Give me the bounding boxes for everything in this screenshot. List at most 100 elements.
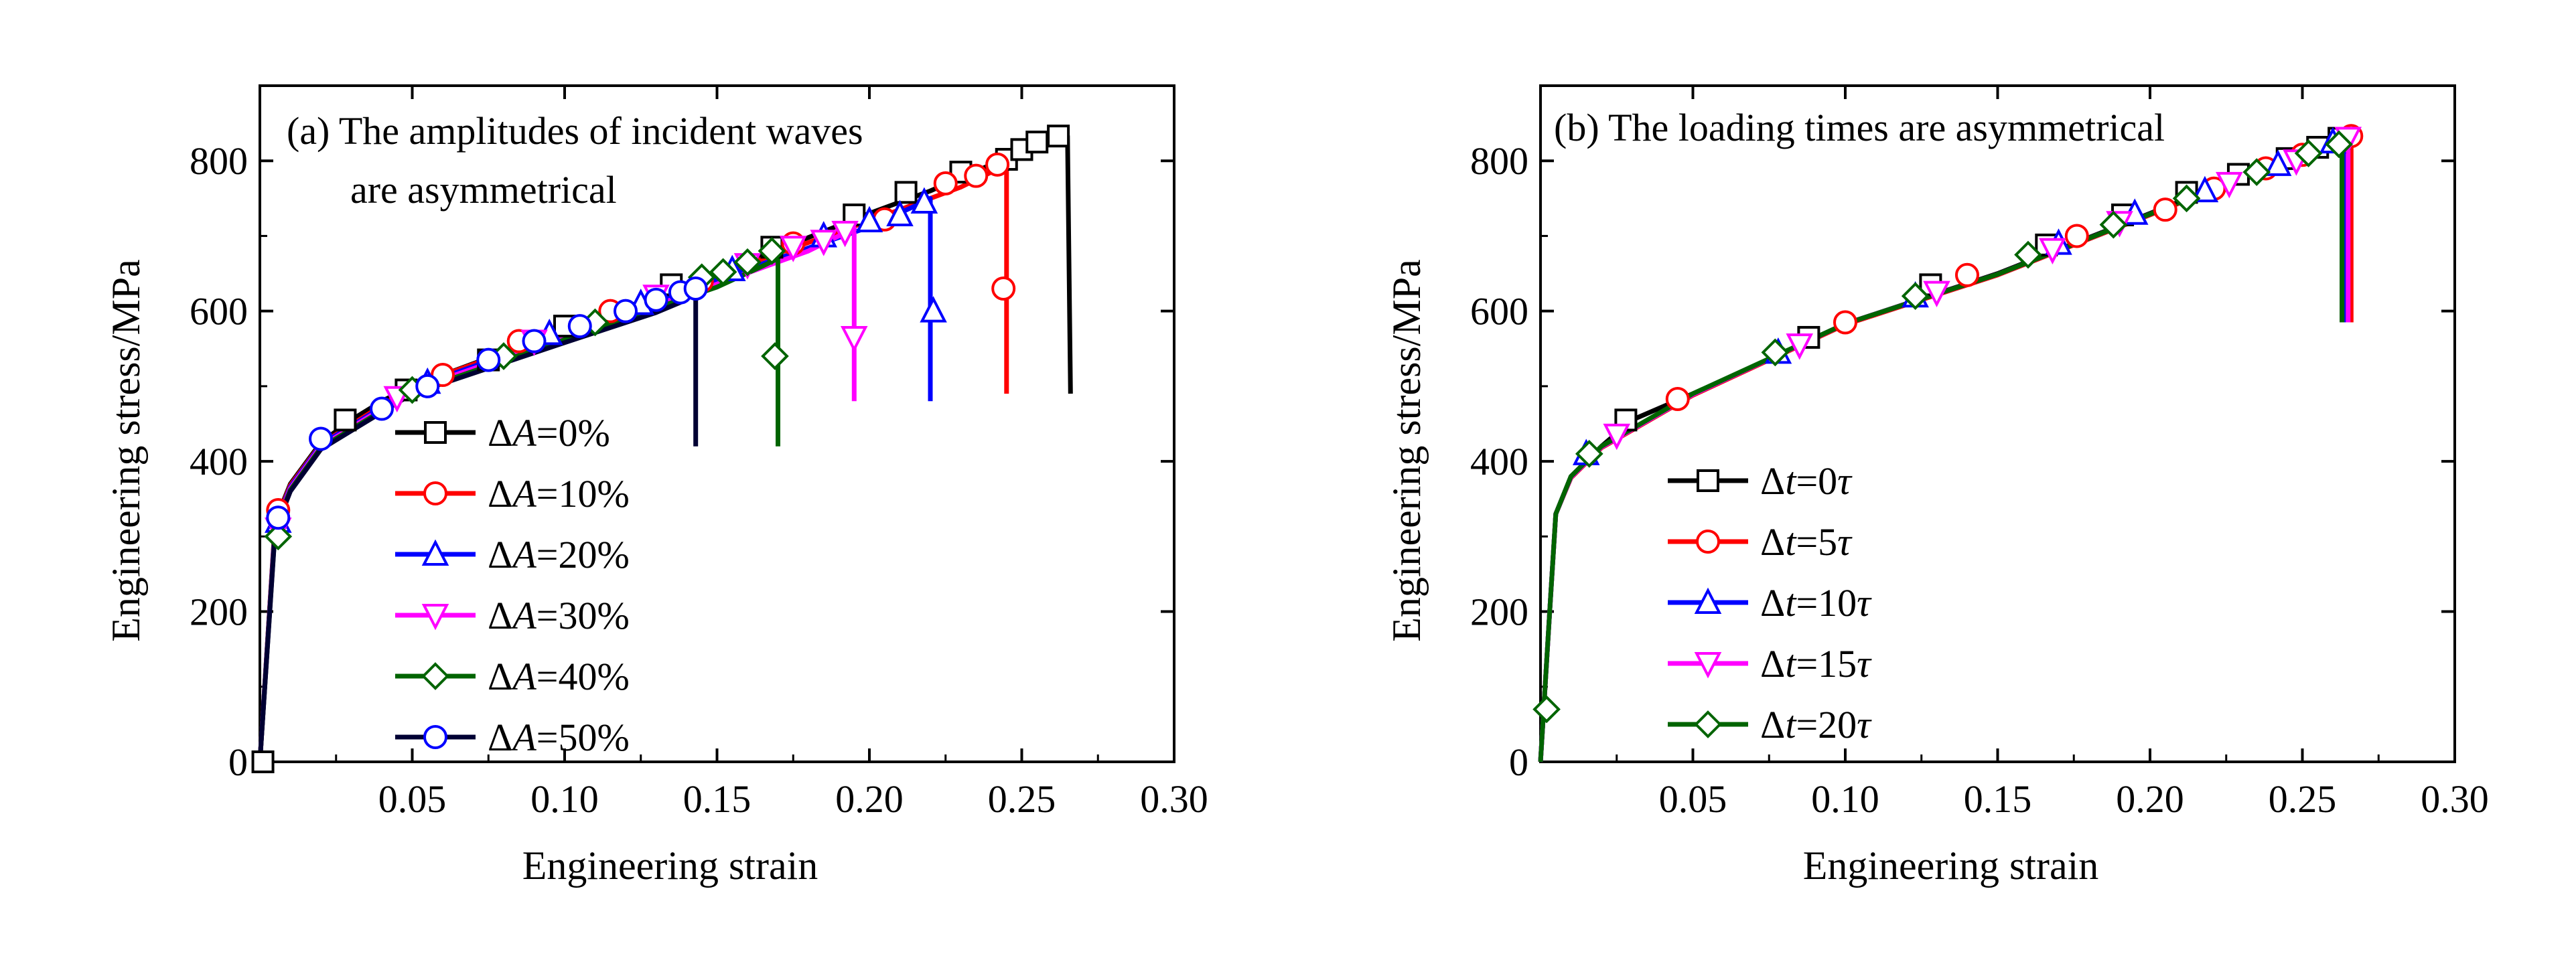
x-tick-label: 0.20 [835,777,904,821]
legend-marker [1694,652,1722,679]
data-point [933,171,958,195]
y-tick-label: 600 [1470,290,1528,333]
y-axis-label: Engineering stress/MPa [1384,259,1429,642]
legend-label: Δt=5τ [1760,520,1853,564]
data-point [1761,338,1790,367]
panel-title-line: (a) The amplitudes of incident waves [287,109,863,153]
y-tick-label: 400 [1470,440,1528,483]
legend-marker [421,539,449,566]
data-point [614,299,638,323]
data-point [415,374,440,398]
series-markers-a-4 [264,237,789,551]
legend-label: ΔA=50% [488,716,630,759]
data-point [2099,210,2128,239]
data-point [567,314,592,339]
data-point [894,181,918,204]
y-tick-label: 0 [228,740,248,784]
data-point [920,296,947,323]
data-point [2064,224,2089,248]
legend-marker [421,662,449,690]
legend-marker [1694,710,1722,738]
legend: Δt=0τ Δt=5τ Δt=10τ Δt=15τ Δt=20τ [1668,459,1872,746]
data-point [2325,130,2353,159]
series-line [1538,136,2348,763]
data-point [985,152,1010,177]
legend-label: ΔA=40% [488,655,630,698]
x-axis-label: Engineering strain [522,844,818,888]
series-line [257,133,1073,763]
legend-label: Δt=10τ [1760,581,1872,625]
series-line [1538,137,2345,763]
data-point [683,276,708,301]
x-tick-label: 0.05 [378,777,447,821]
panel-b: 0.05 0.10 0.15 0.20 0.25 0.30 0 200 400 600 800 Eng… [1384,84,2489,888]
data-point [1025,131,1049,154]
legend-marker [423,725,447,749]
data-point [810,230,838,256]
y-tick-label: 600 [190,290,248,333]
y-tick-label: 800 [190,139,248,183]
legend-label: ΔA=20% [488,533,630,576]
x-tick-label: 0.10 [530,777,599,821]
data-point [370,396,394,421]
legend-label: Δt=0τ [1760,459,1853,503]
legend-label: ΔA=0% [488,411,610,455]
series-line [257,162,1009,763]
data-point [1665,386,1690,411]
data-point [2191,175,2219,203]
x-tick-label: 0.30 [2421,777,2489,821]
series-line [1538,136,2351,763]
x-tick-label: 0.15 [683,777,752,821]
data-point [910,187,938,214]
x-tick-label: 0.25 [2269,777,2337,821]
data-point [1532,695,1561,724]
data-point [1603,423,1631,451]
y-tick-label: 200 [190,590,248,634]
panel-title-line: are asymmetrical [350,168,617,212]
data-point [251,750,275,773]
data-point [266,505,291,530]
panel-a: 0.05 0.10 0.15 0.20 0.25 0.30 0 200 400 600 800 Eng… [104,84,1208,888]
data-point [758,237,786,265]
data-point [831,220,859,248]
legend-label: ΔA=10% [488,472,630,515]
data-point [761,342,789,370]
data-point [2014,240,2042,269]
x-tick-label: 0.30 [1140,777,1208,821]
y-tick-label: 800 [1470,139,1528,183]
legend-label: ΔA=30% [488,594,630,637]
data-point [709,258,737,287]
x-tick-label: 0.20 [2116,777,2184,821]
data-point [1786,333,1814,360]
plot-frame [1539,84,2456,763]
data-point [2153,197,2177,222]
x-tick-label: 0.15 [1964,777,2032,821]
legend-label: Δt=15τ [1760,642,1872,686]
panel-title-line: (b) The loading times are asymmetrical [1554,106,2165,149]
data-point [1833,310,1857,335]
y-tick-label: 400 [190,440,248,483]
data-point [2264,149,2292,176]
data-point [309,426,333,451]
y-tick-label: 0 [1509,740,1528,784]
data-point [644,287,668,312]
data-point [1923,281,1950,307]
x-tick-label: 0.25 [988,777,1056,821]
data-point [2172,184,2201,213]
data-point [1955,262,1979,287]
legend-marker [421,604,449,631]
series-line [1538,134,2354,763]
x-axis-label: Engineering strain [1803,844,2099,888]
data-point [334,408,357,432]
legend-marker [1694,587,1722,614]
series-markers-a-5 [266,276,708,530]
data-point [2039,238,2066,265]
legend-marker [423,481,447,505]
series-markers-a-0 [251,125,1070,773]
data-point [264,522,293,551]
data-point [2294,139,2323,167]
legend-marker [1696,530,1720,554]
data-point [2242,158,2271,186]
